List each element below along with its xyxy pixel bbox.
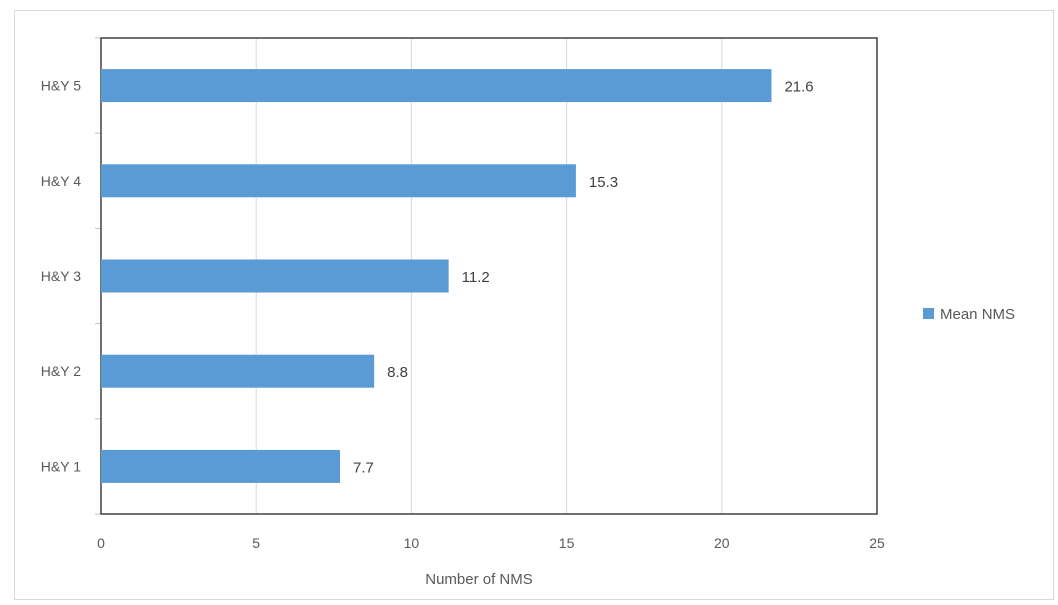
x-axis-title: Number of NMS <box>425 571 533 588</box>
y-category-label: H&Y 3 <box>41 268 81 284</box>
bar <box>101 449 341 483</box>
x-tick-label: 10 <box>404 535 420 551</box>
data-label: 7.7 <box>353 459 374 476</box>
bar <box>101 259 449 293</box>
data-labels: 7.7 8.8 11.2 15.3 21.6 <box>353 79 814 477</box>
legend: Mean NMS <box>923 306 1015 323</box>
bars <box>101 69 772 483</box>
legend-swatch <box>923 308 934 319</box>
data-label: 21.6 <box>784 79 813 96</box>
data-label: 15.3 <box>589 174 618 191</box>
x-tick-label: 20 <box>714 535 730 551</box>
y-category-label: H&Y 2 <box>41 363 81 379</box>
x-tick-label: 5 <box>252 535 260 551</box>
x-tick-label: 25 <box>869 535 885 551</box>
data-label: 11.2 <box>462 269 490 286</box>
bar <box>101 354 375 388</box>
x-axis-ticks: 0 5 10 15 20 25 <box>97 535 885 551</box>
y-axis-categories: H&Y 1 H&Y 2 H&Y 3 H&Y 4 H&Y 5 <box>41 78 81 475</box>
y-category-label: H&Y 5 <box>41 78 81 94</box>
x-tick-label: 15 <box>559 535 575 551</box>
bar <box>101 164 576 198</box>
data-label: 8.8 <box>387 364 408 381</box>
legend-label: Mean NMS <box>940 306 1015 323</box>
x-tick-label: 0 <box>97 535 105 551</box>
chart-frame <box>14 10 1054 600</box>
y-category-label: H&Y 1 <box>41 458 81 474</box>
bar <box>101 69 772 103</box>
y-category-label: H&Y 4 <box>41 173 81 189</box>
